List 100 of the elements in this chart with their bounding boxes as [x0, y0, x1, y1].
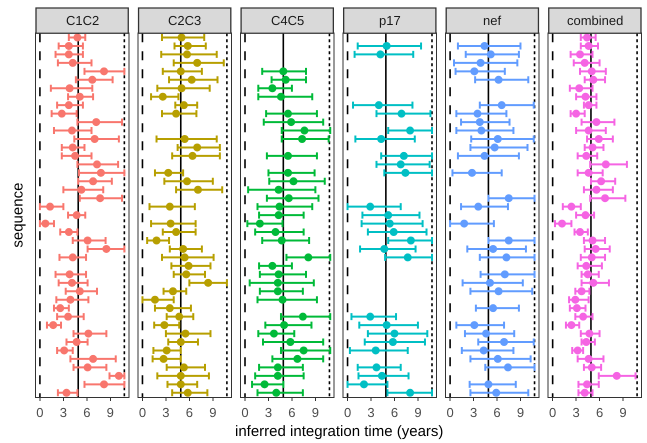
point: [390, 330, 398, 338]
point: [490, 143, 499, 152]
point: [602, 160, 610, 168]
point: [162, 346, 171, 354]
point: [274, 287, 282, 296]
point: [66, 84, 74, 92]
point: [470, 67, 478, 76]
point: [584, 101, 593, 110]
x-tick-label: 6: [493, 404, 501, 420]
point: [580, 388, 589, 397]
point: [366, 312, 374, 321]
point: [575, 84, 584, 92]
point: [89, 354, 98, 363]
x-tick-label: 0: [36, 404, 44, 420]
x-axis-title: inferred integration time (years): [235, 423, 444, 440]
point: [576, 50, 584, 58]
point: [582, 262, 590, 270]
point: [494, 135, 502, 144]
x-tick-label: 9: [209, 404, 216, 420]
point: [382, 42, 391, 50]
point: [166, 202, 174, 211]
point: [274, 270, 283, 278]
point: [477, 126, 486, 135]
point: [584, 42, 593, 50]
point: [489, 304, 498, 312]
point: [476, 58, 485, 67]
point: [400, 152, 408, 160]
point: [372, 346, 380, 354]
point: [178, 34, 186, 42]
point: [46, 202, 54, 211]
point: [597, 177, 606, 186]
point: [92, 118, 100, 126]
point: [474, 202, 482, 211]
x-tick-label: 6: [83, 404, 90, 420]
point: [150, 296, 159, 304]
point: [581, 92, 590, 101]
point: [84, 236, 92, 245]
point: [583, 380, 592, 388]
point: [58, 110, 66, 118]
point: [194, 186, 202, 194]
point: [62, 388, 70, 397]
point: [468, 168, 476, 177]
x-tick-label: 6: [596, 404, 604, 420]
point: [274, 186, 283, 194]
point: [168, 287, 177, 296]
point: [193, 143, 202, 152]
point: [284, 110, 292, 118]
point: [382, 321, 391, 330]
point: [578, 287, 586, 296]
point: [66, 296, 74, 304]
point: [572, 304, 581, 312]
point: [284, 168, 292, 177]
point: [158, 92, 167, 101]
point: [274, 278, 282, 287]
point: [272, 228, 280, 236]
point: [480, 42, 488, 50]
x-tick-label: 3: [60, 404, 67, 420]
point: [293, 354, 302, 363]
point: [284, 152, 292, 160]
point: [152, 236, 161, 245]
chart-title: combined: [567, 13, 624, 28]
point: [584, 354, 593, 363]
point: [486, 278, 494, 287]
point: [64, 228, 73, 236]
point: [298, 312, 307, 321]
point: [376, 50, 384, 58]
chart-title: C1C2: [66, 13, 100, 28]
point: [100, 380, 108, 388]
point: [592, 118, 600, 126]
point: [289, 177, 298, 186]
point: [377, 135, 386, 144]
point: [484, 380, 492, 388]
point: [571, 296, 580, 304]
point: [268, 84, 276, 92]
x-tick-label: 0: [344, 404, 352, 420]
x-tick-label: 0: [549, 404, 556, 420]
point: [558, 220, 566, 228]
point: [92, 160, 101, 168]
chart-title: C2C3: [168, 13, 202, 28]
point: [287, 118, 296, 126]
point: [90, 135, 99, 144]
point: [580, 58, 589, 67]
point: [304, 253, 312, 262]
point: [584, 168, 593, 177]
point: [64, 42, 73, 50]
x-tick-label: 3: [162, 404, 170, 420]
point: [68, 126, 76, 135]
point: [592, 186, 600, 194]
x-tick-label: 0: [446, 404, 454, 420]
point: [176, 380, 185, 388]
point: [476, 118, 484, 126]
point: [68, 278, 76, 287]
point: [286, 338, 294, 346]
point: [166, 220, 175, 228]
point: [584, 126, 593, 135]
point: [276, 92, 285, 101]
point: [502, 253, 510, 262]
point: [572, 110, 580, 118]
point: [374, 101, 383, 110]
point: [473, 110, 482, 118]
